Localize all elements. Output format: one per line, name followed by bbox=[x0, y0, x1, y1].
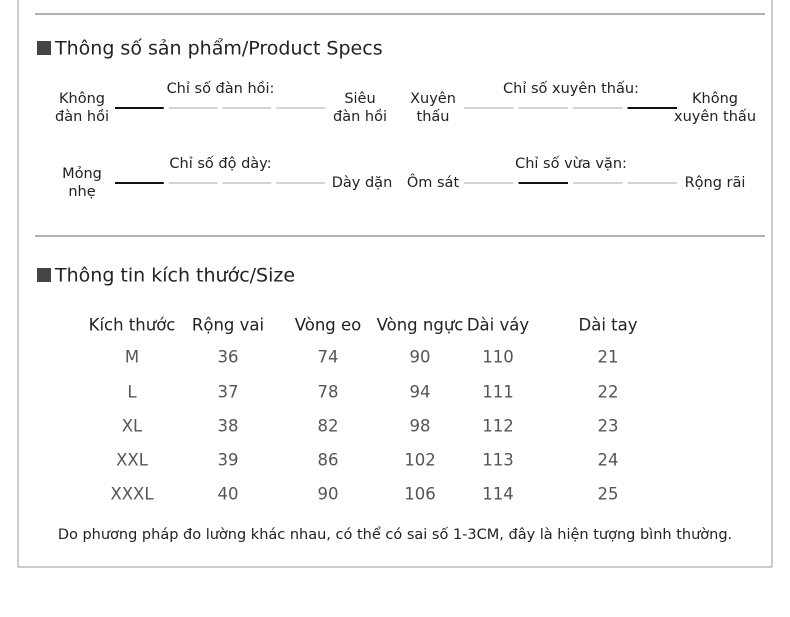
scale-left-label: Không bbox=[59, 91, 105, 107]
table-cell: 112 bbox=[482, 417, 514, 436]
table-cell: 40 bbox=[218, 485, 239, 504]
scale-left-label: thấu bbox=[417, 109, 450, 125]
scale-right-label: Siêu bbox=[344, 91, 375, 107]
table-cell: 23 bbox=[598, 417, 619, 436]
scale-right-label: Không bbox=[692, 91, 738, 107]
table-cell: XL bbox=[122, 417, 143, 436]
table-header: Dài váy bbox=[467, 316, 530, 335]
table-cell: L bbox=[127, 383, 137, 402]
table-cell: 114 bbox=[482, 485, 514, 504]
scale-right-label: đàn hồi bbox=[333, 108, 387, 125]
table-cell: 39 bbox=[218, 451, 239, 470]
scale-left-label: nhẹ bbox=[68, 184, 95, 200]
table-cell: 82 bbox=[318, 417, 339, 436]
table-cell: 74 bbox=[318, 348, 339, 367]
table-cell: 98 bbox=[410, 417, 431, 436]
table-cell: 78 bbox=[318, 383, 339, 402]
table-cell: 38 bbox=[218, 417, 239, 436]
table-cell: M bbox=[125, 348, 139, 367]
scale-left-label: Ôm sát bbox=[407, 173, 460, 191]
table-cell: 106 bbox=[404, 485, 436, 504]
table-cell: 110 bbox=[482, 348, 514, 367]
table-cell: 111 bbox=[482, 383, 514, 402]
note: Do phương pháp đo lường khác nhau, có th… bbox=[58, 526, 732, 543]
scale-title: Chỉ số đàn hồi: bbox=[167, 80, 275, 97]
table-cell: 102 bbox=[404, 451, 436, 470]
table-cell: 22 bbox=[598, 383, 619, 402]
table-cell: 90 bbox=[410, 348, 431, 367]
section-title: Thông tin kích thước/Size bbox=[54, 265, 295, 287]
section-title: Thông số sản phẩm/Product Specs bbox=[54, 38, 383, 60]
table-header: Kích thước bbox=[89, 316, 176, 335]
table-cell: 94 bbox=[410, 383, 431, 402]
table-cell: XXXL bbox=[110, 485, 154, 504]
scale-right-label: Dày dặn bbox=[332, 175, 393, 191]
table-cell: 24 bbox=[598, 451, 619, 470]
table-header: Rộng vai bbox=[192, 316, 264, 335]
section-marker bbox=[37, 268, 51, 282]
scale-left-label: Xuyên bbox=[410, 91, 456, 107]
table-cell: 37 bbox=[218, 383, 239, 402]
table-cell: 90 bbox=[318, 485, 339, 504]
table-cell: 25 bbox=[598, 485, 619, 504]
table-header: Vòng ngực bbox=[377, 316, 464, 335]
table-cell: XXL bbox=[116, 451, 149, 470]
scale-title: Chỉ số xuyên thấu: bbox=[503, 80, 639, 97]
table-cell: 21 bbox=[598, 348, 619, 367]
scale-title: Chỉ số độ dày: bbox=[169, 155, 271, 172]
table-header: Dài tay bbox=[579, 316, 638, 335]
table-cell: 36 bbox=[218, 348, 239, 367]
scale-left-label: đàn hồi bbox=[55, 108, 109, 125]
scale-title: Chỉ số vừa vặn: bbox=[515, 155, 627, 172]
scale-left-label: Mỏng bbox=[62, 166, 102, 182]
scale-right-label: Rộng rãi bbox=[685, 175, 746, 191]
table-cell: 113 bbox=[482, 451, 514, 470]
table-header: Vòng eo bbox=[295, 316, 362, 335]
table-cell: 86 bbox=[318, 451, 339, 470]
section-marker bbox=[37, 41, 51, 55]
scale-right-label: xuyên thấu bbox=[674, 109, 756, 125]
